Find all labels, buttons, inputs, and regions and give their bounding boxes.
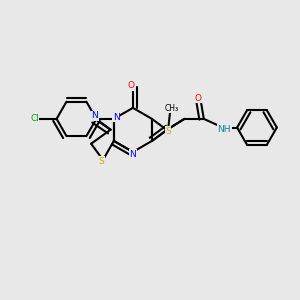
Text: N: N [92,111,98,120]
Text: NH: NH [218,124,231,134]
Text: N: N [130,150,136,159]
Text: N: N [113,113,120,122]
Text: O: O [195,94,202,103]
Text: S: S [165,127,171,136]
Text: Cl: Cl [30,114,39,123]
Text: S: S [99,157,104,166]
Text: CH₃: CH₃ [165,103,179,112]
Text: O: O [127,81,134,90]
